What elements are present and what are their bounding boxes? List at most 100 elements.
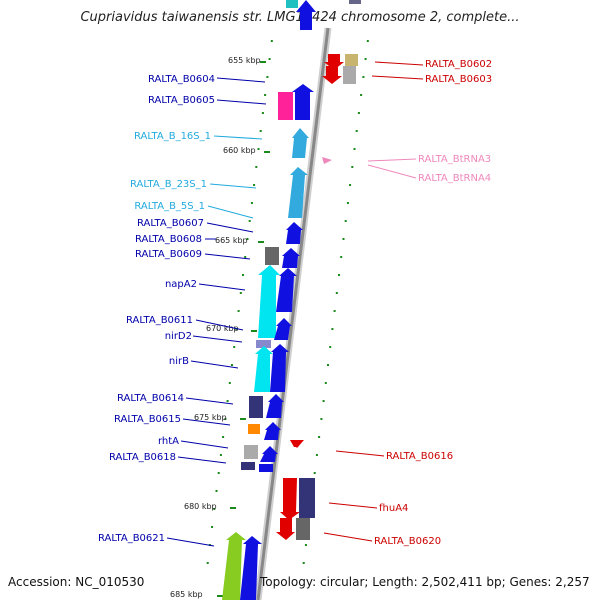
tick-dot: [342, 238, 345, 240]
accession-text: Accession: NC_010530: [8, 575, 145, 589]
gene-nirb-arrow: [270, 344, 289, 392]
tick-dot: [237, 310, 240, 312]
tick-dot: [213, 508, 216, 510]
tick-dot: [355, 130, 358, 132]
right-labels: RALTA_B0602 RALTA_B0603 RALTA_BtRNA3 RAL…: [374, 59, 492, 547]
major-tick: [230, 507, 236, 509]
tick-dot: [351, 166, 354, 168]
tick-dot: [360, 94, 363, 96]
gene-nird2: [256, 340, 271, 348]
gene-b0605-arrow: [292, 84, 314, 120]
tick-dot: [327, 364, 329, 366]
scale-label: 680 kbp: [184, 502, 217, 511]
chromosome-backbone: [254, 27, 332, 600]
tick-dot: [257, 148, 260, 150]
gene-b0618: [241, 462, 255, 470]
label-ralta-btrna3: RALTA_BtRNA3: [418, 154, 491, 165]
left-leaders: [166, 77, 267, 547]
gene-b0615: [248, 424, 260, 434]
label-ralta-b-16s-1: RALTA_B_16S_1: [134, 131, 211, 142]
summary-text: Topology: circular; Length: 2,502,411 bp…: [260, 575, 590, 589]
label-ralta-b0608: RALTA_B0608: [135, 234, 202, 245]
scale-label: 660 kbp: [223, 146, 256, 155]
label-ralta-b0611: RALTA_B0611: [126, 315, 193, 326]
gene-b0621-arrow: [240, 536, 262, 600]
gene-23s: [288, 167, 308, 218]
tick-dot: [233, 346, 236, 348]
tick-dot: [248, 220, 251, 222]
gene-b0609: [265, 247, 279, 265]
tick-dot: [349, 184, 352, 186]
gene-b0602b: [345, 54, 358, 66]
tick-dot: [259, 130, 262, 132]
label-ralta-b0616: RALTA_B0616: [386, 451, 453, 462]
gene-b0608: [282, 248, 300, 268]
major-tick: [258, 241, 264, 243]
scale-label: 670 kbp: [206, 324, 239, 333]
label-rhta: rhtA: [158, 436, 179, 447]
tick-dot: [304, 544, 307, 546]
gene-trna: [322, 157, 332, 164]
label-ralta-b0609: RALTA_B0609: [135, 249, 202, 260]
tick-dot: [346, 202, 349, 204]
gene-fhua4b: [299, 478, 315, 518]
tick-dot: [331, 328, 334, 330]
gene-b0603b: [343, 66, 356, 84]
major-tick: [217, 595, 223, 597]
label-nirb: nirB: [169, 356, 189, 367]
tick-dot: [244, 256, 247, 258]
scale-label: 675 kbp: [194, 413, 227, 422]
label-nird2: nirD2: [165, 331, 192, 342]
label-ralta-b0620: RALTA_B0620: [374, 536, 441, 547]
gene-rhta-arrow: [260, 446, 278, 462]
major-tick: [260, 61, 266, 63]
tick-dot: [353, 148, 356, 150]
scale-label: 685 kbp: [170, 590, 203, 599]
gene-block: [286, 0, 298, 8]
label-ralta-b0603: RALTA_B0603: [425, 74, 492, 85]
gene-rhta: [244, 445, 258, 459]
gene-16s: [292, 128, 309, 158]
tick-dot: [222, 436, 225, 438]
label-ralta-b0621: RALTA_B0621: [98, 533, 165, 544]
tick-dot: [315, 454, 318, 456]
tick-dot: [364, 58, 367, 60]
gene-b0614-arrow: [266, 394, 284, 418]
label-ralta-b-5s-1: RALTA_B_5S_1: [134, 201, 205, 212]
tick-dot: [231, 364, 233, 366]
tick-dot: [266, 76, 269, 78]
gene-b0620b: [296, 518, 310, 540]
tick-dot: [318, 436, 321, 438]
scale-label: 665 kbp: [215, 236, 248, 245]
tick-dot: [366, 40, 369, 42]
tick-dot: [224, 418, 227, 420]
gene-fhua4: [280, 478, 300, 520]
tick-dot: [335, 292, 338, 294]
tick-dot: [329, 346, 332, 348]
tick-dot: [320, 418, 323, 420]
label-ralta-b0618: RALTA_B0618: [109, 452, 176, 463]
gene-b0616-arrow: [290, 440, 304, 448]
gene-arrow: [296, 0, 316, 30]
gene-b0611: [274, 318, 292, 340]
tick-dot: [250, 202, 253, 204]
tick-dot: [324, 382, 327, 384]
gene-b0620: [276, 518, 295, 540]
label-ralta-b0602: RALTA_B0602: [425, 59, 492, 70]
tick-dot: [264, 94, 267, 96]
scale-labels: 655 kbp 660 kbp 665 kbp 670 kbp 675 kbp …: [170, 56, 261, 599]
tick-dot: [357, 112, 360, 114]
tick-dot: [268, 58, 271, 60]
gene-b0618b: [259, 464, 273, 472]
reverse-strand-genes: [276, 0, 361, 540]
gene-b0614: [249, 396, 263, 418]
gene-b0603: [322, 66, 342, 84]
gene-b0615-arrow: [264, 422, 281, 440]
tick-dot: [362, 76, 365, 78]
tick-dot: [302, 562, 305, 564]
tick-dot: [239, 292, 242, 294]
label-ralta-b0604: RALTA_B0604: [148, 74, 215, 85]
right-leaders: [323, 61, 424, 542]
